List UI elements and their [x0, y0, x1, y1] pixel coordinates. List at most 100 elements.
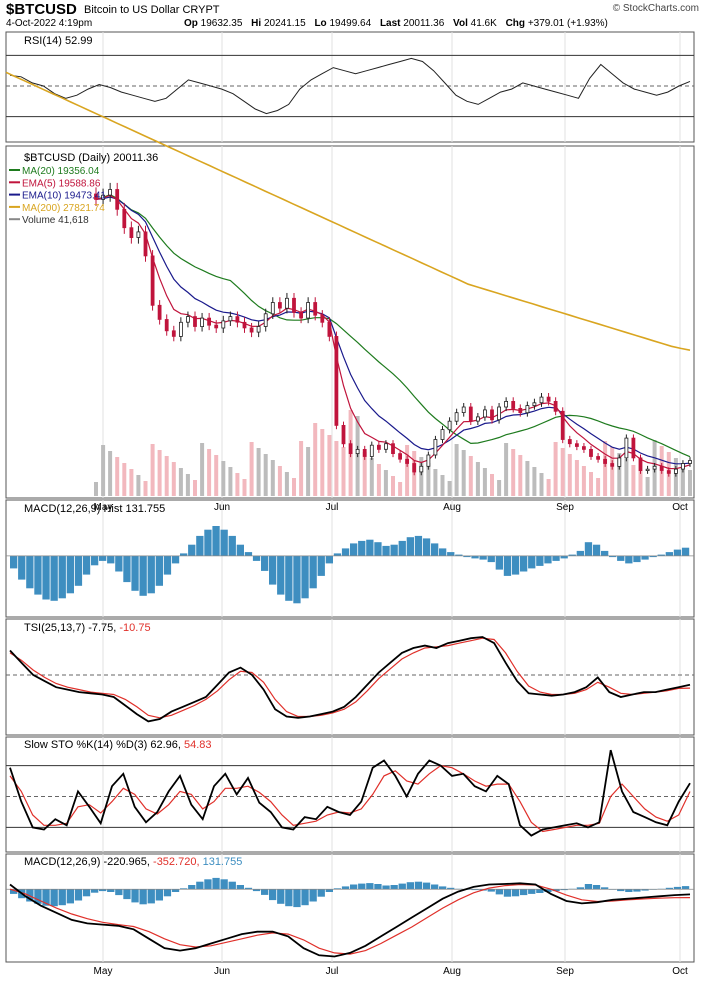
rsi-line — [9, 57, 691, 115]
candle-body — [383, 443, 388, 450]
candle-body — [674, 468, 678, 474]
candle-body — [136, 231, 141, 238]
candle-body — [122, 208, 127, 229]
macd-hist-bar — [576, 550, 584, 556]
macd-hist-bar — [18, 555, 26, 580]
candle-body — [249, 327, 254, 333]
candle-body — [101, 194, 105, 200]
volume-bar — [101, 445, 106, 496]
candle-body — [553, 400, 558, 412]
month-label-may: May — [94, 502, 113, 513]
volume-bar — [589, 472, 593, 496]
macd-hist-bar — [66, 889, 74, 904]
macd-hist-bar — [155, 555, 163, 586]
candle-body — [497, 406, 502, 421]
macd-hist-bar — [261, 889, 269, 895]
candle-body — [603, 458, 607, 464]
macd-hist-bar — [269, 555, 277, 585]
macd-hist-bar — [455, 554, 463, 556]
macd-hist-bar — [155, 889, 163, 901]
candle-body — [560, 410, 565, 440]
macd-hist-bar — [58, 555, 66, 599]
macd-hist-bar — [107, 555, 115, 564]
candle-body — [355, 448, 360, 454]
volume-bar — [242, 479, 247, 496]
macd-hist-bar — [358, 540, 366, 556]
symbol-description: Bitcoin to US Dollar CRYPT — [84, 4, 220, 16]
macd-hist-bar — [147, 555, 155, 594]
macd-hist-bar — [123, 555, 131, 583]
macd-hist-bar — [422, 538, 431, 556]
volume-bar — [511, 449, 516, 496]
macd-hist-bar — [439, 886, 447, 890]
volume-bar — [171, 462, 176, 496]
macd-title: MACD(12,26,9) -220.965, -352.720, 131.75… — [24, 856, 242, 868]
macd-hist-bar — [163, 555, 172, 575]
macd-hist-bar — [180, 888, 188, 890]
volume-bar — [440, 475, 445, 496]
macd-hist-bar — [66, 555, 74, 594]
macd-hist-bar — [220, 529, 228, 556]
macd-hist-bar — [269, 889, 277, 901]
candle-body — [164, 319, 169, 332]
volume-bar — [299, 441, 304, 496]
candle-body — [631, 437, 636, 459]
tsi-signal-value: -10.75 — [119, 622, 150, 634]
candle-body — [263, 313, 268, 327]
macd-hist-bar — [681, 886, 690, 890]
macd-hist-bar — [681, 547, 690, 556]
macd-hist-bar — [398, 883, 406, 890]
volume-bar — [518, 455, 523, 496]
macd-hist-bar — [625, 555, 633, 564]
macd-hist-bar — [560, 555, 568, 559]
macd-hist-bar — [414, 535, 423, 556]
volume-bar — [490, 474, 494, 496]
last-label: Last — [379, 18, 401, 29]
macd-hist-bar — [228, 881, 236, 890]
candle-body — [525, 405, 530, 414]
candle-body — [475, 416, 480, 422]
macd-hist-bar — [584, 884, 593, 890]
candle-body — [108, 189, 112, 196]
volume-bar — [454, 444, 459, 496]
macd-hist-bar — [495, 555, 503, 570]
candle-body — [666, 470, 671, 474]
volume-bar — [617, 453, 622, 496]
candle-body — [582, 446, 586, 450]
candle-body — [624, 437, 629, 459]
macd-hist-bar — [171, 555, 180, 564]
macd-hist-bar — [422, 882, 431, 890]
month-label-jul: Jul — [326, 966, 339, 977]
volume-bar — [631, 465, 636, 496]
macd-hist-bar — [382, 885, 390, 890]
sto-k-line — [9, 749, 691, 837]
candle-body — [610, 463, 615, 467]
candle-body — [129, 227, 134, 238]
tsi-value: -7.75, — [88, 622, 119, 634]
volume-bar — [468, 456, 473, 496]
volume-bar — [143, 481, 148, 496]
macd-hist-bar — [374, 884, 382, 890]
candle-body — [277, 302, 282, 309]
macd-hist-bar — [552, 889, 560, 892]
macd-hist-bar — [325, 889, 333, 892]
volume-bar — [638, 471, 643, 496]
macd-hist-bar — [528, 889, 536, 894]
macd-hist-bar — [592, 885, 601, 890]
macd-hist-bar — [552, 555, 560, 561]
rsi-title: RSI(14) 52.99 — [24, 35, 92, 47]
volume-bar — [108, 451, 113, 496]
candle-body — [348, 443, 353, 455]
candle-body — [659, 465, 664, 471]
candle-body — [320, 314, 325, 323]
macd-hist-bar — [544, 889, 552, 892]
macd-hist-bar — [10, 889, 18, 894]
candle-body — [306, 302, 311, 319]
volume-bar — [292, 478, 296, 496]
candle-body — [376, 444, 381, 450]
macd-hist-bar — [406, 882, 414, 890]
legend-item: MA(20) 19356.04 — [22, 166, 100, 177]
candle-body — [157, 304, 162, 320]
volume-bar — [398, 482, 403, 496]
sto-d-value: 54.83 — [184, 739, 212, 751]
